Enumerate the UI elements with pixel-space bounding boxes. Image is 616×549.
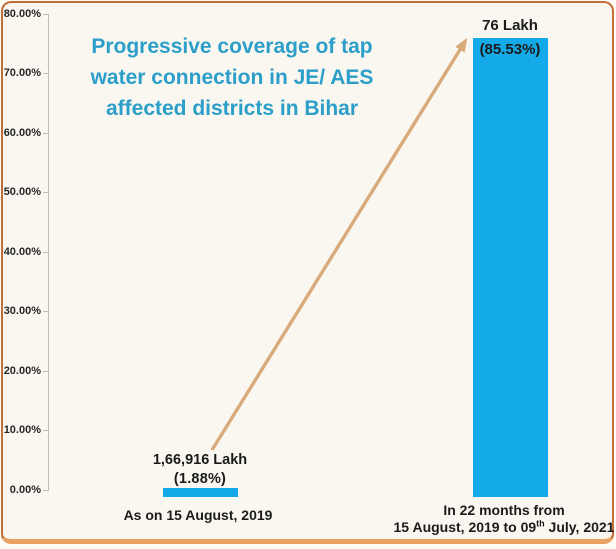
chart-title: Progressive coverage of tap water connec… — [72, 31, 392, 124]
y-axis-tick-label: 50.00% — [3, 186, 41, 198]
chart-title-line: Progressive coverage of tap — [91, 35, 373, 58]
chart-title-line: affected districts in Bihar — [105, 97, 359, 120]
y-axis-tick — [43, 14, 49, 15]
y-axis-tick — [43, 192, 49, 193]
chart-title-line: water connection in JE/ AES — [90, 66, 374, 89]
y-axis-tick — [43, 73, 49, 74]
y-axis-tick — [43, 252, 49, 253]
y-axis-tick-label: 70.00% — [3, 67, 41, 79]
y-axis-tick-label: 20.00% — [3, 365, 41, 377]
y-axis-tick — [43, 311, 49, 312]
value-amount-2021: 76 Lakh — [482, 17, 538, 34]
category-label-2021-line2: 15 August, 2019 to 09th July, 2021 — [393, 518, 615, 535]
y-axis-tick-label: 30.00% — [3, 305, 41, 317]
value-amount-2019: 1,66,916 Lakh — [152, 452, 248, 468]
y-axis-tick-label: 0.00% — [9, 484, 41, 496]
bar-2021 — [473, 38, 548, 497]
category-label-2021-line1: In 22 months from — [443, 502, 565, 518]
y-axis-tick-label: 40.00% — [3, 246, 41, 258]
y-axis-tick-label: 60.00% — [3, 127, 41, 139]
y-axis-tick-label: 10.00% — [3, 424, 41, 436]
bar-2019 — [163, 488, 238, 497]
y-axis-tick — [43, 430, 49, 431]
y-axis-tick-label: 80.00% — [3, 8, 41, 20]
category-label-2019: As on 15 August, 2019 — [123, 507, 273, 523]
value-percent-2019: (1.88%) — [173, 471, 227, 487]
value-percent-2021: (85.53%) — [479, 41, 541, 58]
value-label-2019: 1,66,916 Lakh (1.88%) — [130, 451, 270, 489]
category-label-2021: In 22 months from 15 August, 2019 to 09t… — [392, 502, 616, 536]
y-axis-tick — [43, 133, 49, 134]
y-axis-tick — [43, 371, 49, 372]
y-axis-tick — [43, 490, 49, 491]
